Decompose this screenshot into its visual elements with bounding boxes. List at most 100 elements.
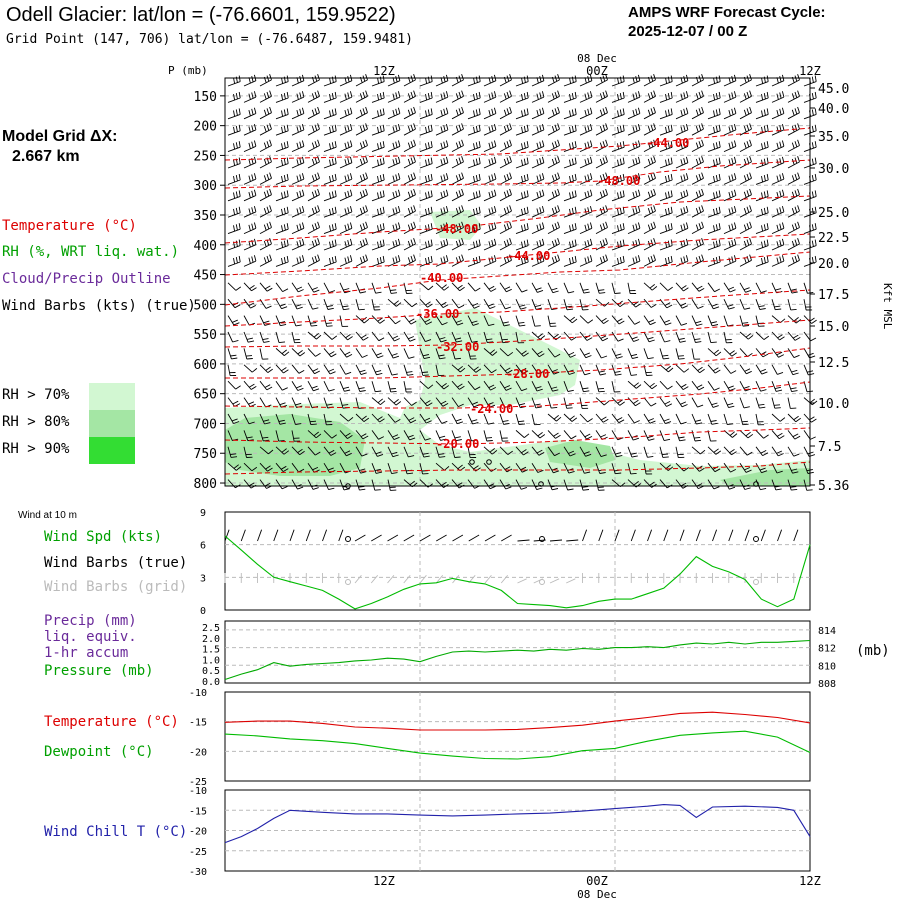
wind-barb — [259, 413, 271, 425]
wind-barb — [563, 299, 574, 311]
wind-barb — [531, 348, 545, 358]
pressure-y-tick-label: 808 — [818, 679, 836, 690]
wind-barb — [355, 254, 368, 267]
wind-barb — [243, 189, 257, 202]
wind-barb — [323, 479, 335, 491]
wind-barb — [435, 91, 449, 103]
wind-barb — [515, 124, 529, 136]
bottom-tick-12z-a: 12Z — [373, 874, 395, 888]
wind-barb — [787, 331, 801, 341]
wind-barb — [627, 173, 641, 185]
wind-barb — [499, 188, 512, 202]
wind-barb — [739, 106, 752, 120]
wind-barb — [643, 123, 656, 136]
wind-barb — [563, 479, 574, 491]
wind-barb — [371, 282, 382, 294]
wind-barb — [435, 74, 449, 87]
temp-y-tick-label: -25 — [189, 777, 207, 788]
wind-barb — [323, 381, 335, 392]
wind-barb — [595, 479, 605, 491]
wind-barb — [371, 141, 385, 153]
wind-barb — [723, 397, 735, 409]
wind-barb — [259, 348, 269, 360]
wind-barb — [515, 223, 529, 235]
wind-barb — [467, 91, 481, 103]
wind-barb-true — [777, 529, 783, 542]
wind-barb — [259, 90, 272, 103]
wind-barb — [787, 254, 800, 267]
calm-marker-true — [345, 536, 351, 542]
wind-barb — [787, 364, 799, 376]
wind-barb — [419, 364, 429, 376]
wind-barb — [451, 380, 465, 390]
wind-barb — [723, 282, 736, 293]
wind-barb — [467, 124, 481, 136]
wind-barb — [291, 446, 305, 456]
wind-barb — [739, 364, 752, 375]
wind-barb — [323, 223, 337, 235]
wind-barb — [499, 221, 512, 234]
wind-barb — [787, 282, 798, 294]
bottom-tick-12z-b: 12Z — [799, 874, 821, 888]
wind-barb — [643, 348, 654, 360]
wind-barb — [707, 141, 721, 153]
wind-barb — [659, 364, 674, 373]
wind-barb — [723, 380, 736, 392]
wind-barb — [243, 462, 258, 472]
wind-barb — [803, 282, 814, 294]
wind-barb — [371, 190, 385, 202]
windchill-y-tick-label: -30 — [189, 867, 207, 878]
wind-barb — [739, 430, 754, 439]
wind-barb — [787, 238, 800, 251]
wind-barb — [435, 364, 445, 377]
wind-barb — [691, 331, 702, 343]
wind-barb — [403, 430, 416, 441]
wind-barb — [771, 364, 784, 375]
wind-barb — [275, 255, 289, 267]
wind-barb — [755, 91, 769, 103]
wind-barb — [787, 463, 799, 474]
wind-barb — [675, 107, 689, 120]
rh80-region-right — [545, 440, 615, 468]
wind-barb — [611, 315, 625, 325]
wind-barb — [275, 479, 288, 490]
wind-barb — [451, 172, 464, 185]
wind-barb — [579, 299, 589, 311]
wind-barb — [595, 282, 606, 294]
wind-barb — [515, 108, 529, 120]
wind-barb — [419, 91, 433, 103]
wind-barb — [755, 282, 767, 294]
wind-barb — [339, 364, 352, 375]
wind-barb — [723, 462, 737, 473]
wind-barb — [627, 430, 640, 441]
wind-barb — [323, 239, 337, 251]
wind-barb — [595, 254, 608, 267]
wind-barb — [403, 397, 417, 406]
wind-barb — [451, 221, 464, 234]
height-tick-label: 30.0 — [818, 162, 849, 177]
wind-barb — [675, 348, 685, 360]
wind-barb — [691, 74, 704, 87]
wind-barb — [787, 156, 800, 169]
wind-barb — [387, 331, 400, 342]
wind-barb — [771, 156, 785, 169]
wind-barb — [483, 331, 494, 343]
wind-barb — [675, 331, 686, 343]
wind-barb — [339, 74, 353, 87]
wind-y-tick-label: 6 — [200, 541, 206, 552]
wind-barb — [595, 381, 605, 393]
isotherm-label: -24.00 — [470, 402, 513, 416]
wind-barb — [675, 462, 689, 472]
wind-barb — [467, 282, 481, 292]
wind-barb — [307, 238, 320, 251]
wind-barb — [323, 255, 337, 267]
height-tick-label: 12.5 — [818, 356, 849, 371]
wind-barb — [403, 298, 418, 308]
wind-barb — [227, 364, 237, 377]
wind-barb — [723, 91, 737, 103]
wind-barb — [451, 74, 464, 87]
wind-barb — [339, 413, 354, 422]
wind-barb — [307, 331, 322, 340]
wind-barb — [307, 430, 322, 439]
wind-barb — [611, 157, 625, 169]
